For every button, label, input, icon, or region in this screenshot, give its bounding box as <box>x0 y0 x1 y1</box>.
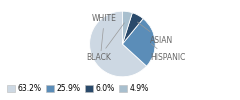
Legend: 63.2%, 25.9%, 6.0%, 4.9%: 63.2%, 25.9%, 6.0%, 4.9% <box>4 81 152 96</box>
Text: ASIAN: ASIAN <box>138 22 174 45</box>
Wedge shape <box>122 11 132 44</box>
Text: HISPANIC: HISPANIC <box>150 44 186 62</box>
Text: BLACK: BLACK <box>86 23 124 62</box>
Wedge shape <box>90 11 147 77</box>
Text: WHITE: WHITE <box>92 14 117 51</box>
Wedge shape <box>122 13 143 44</box>
Wedge shape <box>122 19 155 66</box>
